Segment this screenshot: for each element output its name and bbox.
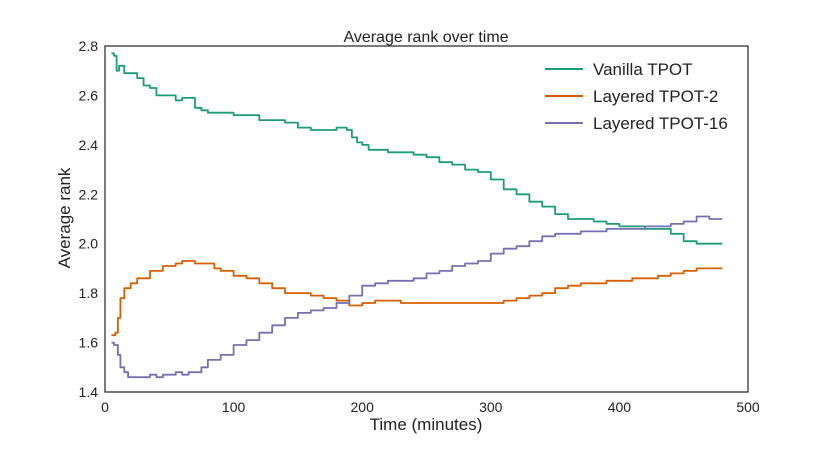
x-tick-label: 400: [608, 399, 632, 415]
x-tick-label: 200: [351, 399, 375, 415]
chart-title: Average rank over time: [343, 29, 508, 46]
legend-label-vanilla-tpot: Vanilla TPOT: [593, 60, 693, 79]
y-tick-label: 1.8: [79, 285, 99, 301]
y-tick-label: 2.8: [79, 38, 99, 54]
x-axis-ticks: 0 100 200 300 400 500: [101, 399, 760, 415]
y-tick-label: 2.4: [79, 137, 99, 153]
x-axis-label: Time (minutes): [370, 415, 483, 434]
y-axis-ticks: 1.4 1.6 1.8 2.0 2.2 2.4 2.6 2.8: [79, 38, 99, 400]
y-tick-label: 1.6: [79, 335, 99, 351]
y-tick-label: 2.6: [79, 87, 99, 103]
x-tick-label: 500: [736, 399, 760, 415]
series-line-layered-tpot-2: [111, 260, 723, 337]
x-tick-label: 0: [101, 399, 109, 415]
plot-frame: [104, 45, 749, 393]
plot-area: [104, 45, 749, 393]
y-tick-label: 1.4: [79, 384, 99, 400]
legend-label-layered-tpot-16: Layered TPOT-16: [593, 114, 728, 133]
y-tick-label: 2.2: [79, 186, 99, 202]
x-tick-label: 300: [479, 399, 503, 415]
legend-label-layered-tpot-2: Layered TPOT-2: [593, 87, 718, 106]
series-line-layered-tpot-16: [111, 215, 723, 379]
legend: Vanilla TPOT Layered TPOT-2 Layered TPOT-1…: [545, 60, 728, 133]
y-tick-label: 2.0: [79, 236, 99, 252]
x-tick-label: 100: [222, 399, 246, 415]
y-axis-label: Average rank: [55, 167, 74, 268]
series-group: [111, 52, 723, 379]
series-line-vanilla-tpot: [111, 52, 723, 245]
